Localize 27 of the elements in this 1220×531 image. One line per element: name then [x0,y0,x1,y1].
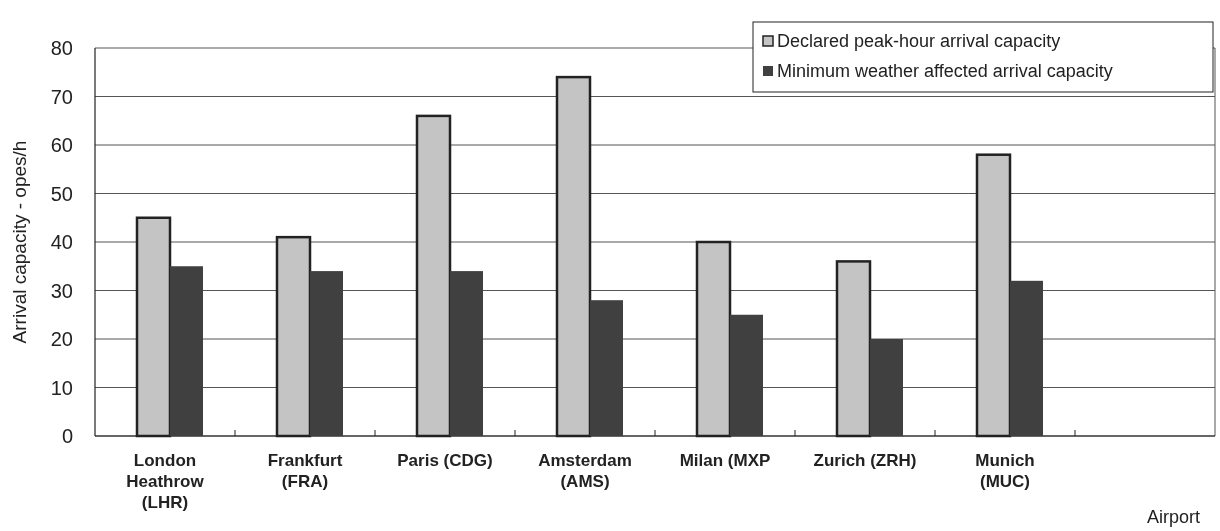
bar [450,271,483,436]
legend-label: Minimum weather affected arrival capacity [777,61,1113,82]
y-tick-label: 60 [50,134,73,156]
x-tick-label: Frankfurt (FRA) [267,451,343,491]
bar [310,271,343,436]
y-tick-label: 20 [50,328,73,350]
x-tick-label: London Heathrow (LHR) [126,451,205,512]
legend-label: Declared peak-hour arrival capacity [777,31,1061,52]
y-axis-title: Arrival capacity - opes/h [9,140,30,344]
x-tick-label: Paris (CDG) [397,451,493,470]
y-tick-label: 50 [50,182,73,205]
y-tick-label: 30 [50,279,73,302]
x-tick-label: Munich (MUC) [975,451,1035,491]
bar [1010,280,1043,436]
x-tick-label: Milan (MXP [679,451,771,470]
bar [590,300,623,436]
x-tick-label: Zurich (ZRH) [813,451,917,470]
x-tick-label: Amsterdam (AMS) [538,451,632,491]
x-axis-title: Airport [1146,507,1200,527]
y-tick-label: 10 [50,376,73,399]
y-tick-label: 80 [50,37,73,59]
y-tick-label: 70 [50,85,73,108]
bar [870,339,903,436]
bar [730,314,763,436]
bar [170,266,203,436]
y-tick-label: 0 [61,425,73,447]
y-tick-label: 40 [50,231,73,253]
